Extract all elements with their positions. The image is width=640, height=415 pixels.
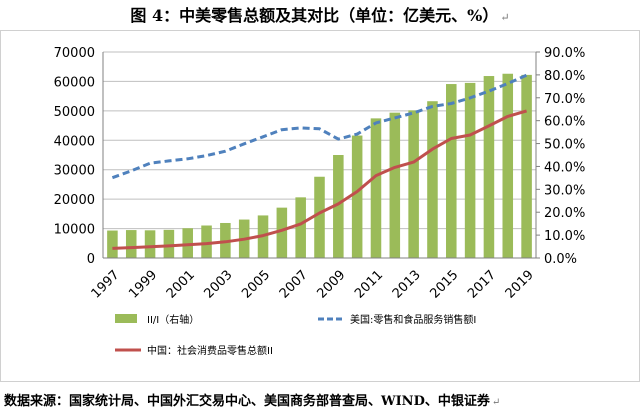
bar	[483, 76, 495, 259]
source-note: 数据来源：国家统计局、中国外汇交易中心、美国商务部普查局、WIND、中银证券 ↵	[4, 390, 636, 409]
y-right-tick-label: 80.0%	[544, 69, 585, 84]
y-left-tick-label: 70000	[54, 46, 95, 61]
bar	[144, 230, 156, 258]
y-left-tick-label: 30000	[54, 164, 95, 179]
bar	[370, 118, 382, 258]
bar	[427, 101, 438, 258]
legend-swatch-bar	[115, 314, 137, 323]
x-tick-label: 2007	[277, 268, 311, 302]
x-tick-label: 1997	[89, 268, 123, 302]
y-right-tick-label: 20.0%	[544, 206, 585, 221]
bar	[182, 228, 193, 258]
x-tick-label: 2017	[465, 268, 499, 302]
y-left-tick-label: 50000	[54, 105, 95, 120]
bar	[163, 229, 175, 258]
y-right-tick-label: 30.0%	[544, 183, 585, 198]
y-left-tick-label: 60000	[54, 75, 95, 90]
y-left-tick-label: 10000	[54, 223, 95, 238]
x-tick-label: 2001	[164, 268, 198, 302]
y-left-tick-label: 0	[87, 252, 95, 267]
y-right-tick-label: 60.0%	[544, 115, 585, 130]
x-tick-label: 2003	[202, 268, 236, 302]
bar	[521, 74, 532, 258]
bar	[389, 112, 401, 259]
y-right-tick-label: 0.0%	[544, 252, 577, 267]
bar	[333, 155, 344, 258]
bar	[502, 73, 514, 258]
bar	[314, 176, 325, 258]
bar	[107, 230, 118, 258]
bar	[446, 84, 457, 258]
x-tick-label: 1999	[126, 268, 160, 302]
x-tick-label: 2011	[352, 268, 386, 302]
y-right-tick-label: 70.0%	[544, 92, 585, 107]
bar	[464, 82, 476, 259]
x-tick-label: 2013	[390, 268, 424, 302]
legend-label: 美国:零售和食品服务销售额I	[350, 313, 476, 326]
x-tick-label: 2005	[239, 268, 273, 302]
bar	[351, 135, 363, 258]
bar	[276, 207, 288, 258]
title-text: 图 4：中美零售总额及其对比（单位：亿美元、%）	[130, 6, 499, 25]
x-tick-label: 2019	[503, 268, 537, 302]
y-left-tick-label: 20000	[54, 193, 95, 208]
china-retail-line	[112, 109, 528, 250]
y-right-tick-label: 50.0%	[544, 138, 585, 153]
legend-label: II/I（右轴）	[147, 313, 199, 326]
return-mark: ↵	[500, 11, 510, 24]
bar	[201, 225, 212, 258]
x-tick-label: 2015	[427, 268, 461, 302]
chart-title: 图 4：中美零售总额及其对比（单位：亿美元、%） ↵	[0, 2, 640, 26]
y-left-tick-label: 40000	[54, 134, 95, 149]
source-return-mark: ↵	[491, 397, 501, 408]
y-right-tick-label: 90.0%	[544, 46, 585, 61]
legend-label: 中国：社会消费品零售总额II	[147, 344, 273, 357]
combo-chart: 0 10000 20000 30000 40000 50000 60000 70000 0.0%…	[54, 46, 586, 357]
x-tick-label: 2009	[315, 268, 349, 302]
y-right-tick-label: 40.0%	[544, 160, 585, 175]
y-right-tick-label: 10.0%	[544, 229, 585, 244]
bar	[125, 230, 137, 258]
bar	[295, 197, 306, 258]
bar	[408, 110, 419, 258]
us-retail-line	[111, 73, 528, 180]
source-text: 数据来源：国家统计局、中国外汇交易中心、美国商务部普查局、WIND、中银证券	[4, 394, 490, 409]
